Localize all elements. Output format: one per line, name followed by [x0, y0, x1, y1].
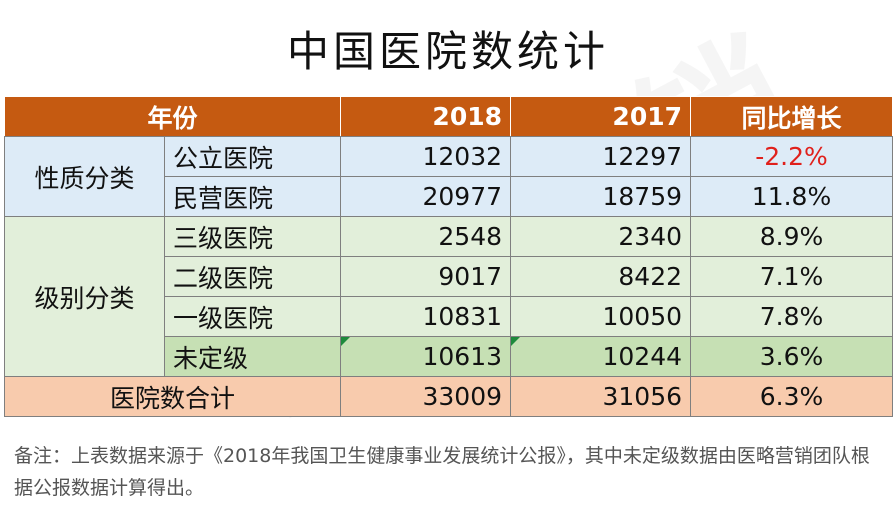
value-2017: 18759 [510, 176, 692, 217]
table-row: 性质分类 公立医院 12032 12297 -2.2% [4, 136, 894, 217]
value-2018: 10831 [340, 296, 512, 337]
value-2017: 12297 [510, 136, 692, 177]
table-row: 民营医院 20977 18759 11.8% [5, 176, 894, 217]
comment-marker-icon [341, 337, 351, 346]
value-2017-text: 10244 [602, 342, 683, 371]
growth-value: 11.8% [690, 176, 894, 217]
growth-value: -2.2% [690, 136, 894, 177]
comment-marker-icon [511, 337, 521, 346]
header-2017: 2017 [510, 96, 692, 137]
value-2018: 20977 [340, 176, 512, 217]
header-growth: 同比增长 [690, 96, 894, 137]
value-2017: 10244 [510, 336, 692, 377]
total-row: 医院数合计 33009 31056 6.3% [3, 376, 894, 417]
value-2017: 2340 [510, 216, 692, 257]
group-label-level: 级别分类 [4, 216, 165, 377]
growth-value: 7.8% [690, 296, 894, 337]
row-label: 二级医院 [163, 256, 342, 297]
table-row: 级别分类 三级医院 2548 2340 8.9% [4, 216, 894, 377]
value-2017: 10050 [510, 296, 692, 337]
total-2018: 33009 [340, 376, 512, 417]
total-growth: 6.3% [690, 376, 894, 417]
table-header-row: 年份 2018 2017 同比增长 [3, 96, 894, 137]
row-label: 三级医院 [163, 216, 342, 257]
header-year: 年份 [3, 96, 342, 137]
row-label: 未定级 [163, 336, 342, 377]
growth-value: 8.9% [690, 216, 894, 257]
value-2018: 10613 [340, 336, 512, 377]
header-2018: 2018 [340, 96, 512, 137]
total-2017: 31056 [510, 376, 692, 417]
value-2018: 2548 [340, 216, 512, 257]
page-title: 中国医院数统计 [286, 26, 609, 76]
growth-value: 7.1% [690, 256, 894, 297]
group-label-nature: 性质分类 [4, 136, 165, 217]
table-row: 未定级 10613 10244 3.6% [5, 336, 894, 377]
total-label: 医院数合计 [3, 376, 342, 417]
table-row: 二级医院 9017 8422 7.1% [5, 256, 894, 297]
growth-value: 3.6% [690, 336, 894, 377]
row-label: 公立医院 [163, 136, 342, 177]
value-2018-text: 10613 [422, 342, 503, 371]
row-label: 民营医院 [163, 176, 342, 217]
footnote: 备注：上表数据来源于《2018年我国卫生健康事业发展统计公报》，其中未定级数据由… [14, 445, 870, 499]
hospital-stats-table: 年份 2018 2017 同比增长 性质分类 公立医院 12032 12297 … [3, 96, 894, 417]
row-label: 一级医院 [163, 296, 342, 337]
value-2017: 8422 [510, 256, 692, 297]
value-2018: 12032 [340, 136, 512, 177]
table-row: 一级医院 10831 10050 7.8% [5, 296, 894, 337]
value-2018: 9017 [340, 256, 512, 297]
